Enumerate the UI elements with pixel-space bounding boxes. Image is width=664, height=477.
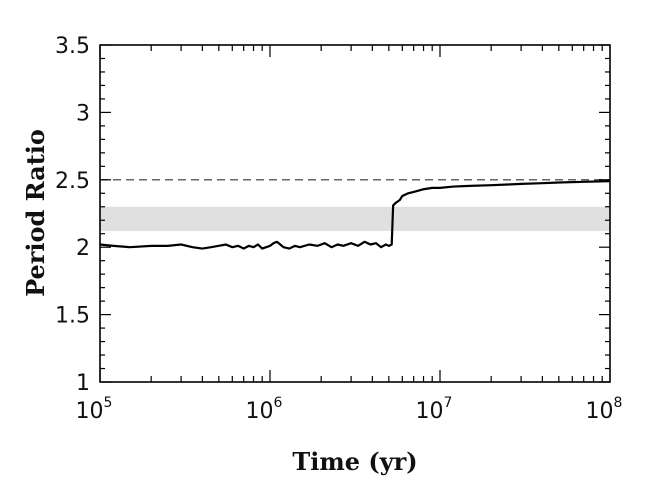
y-axis-title: Period Ratio [21,129,50,297]
shaded-band [100,206,610,232]
plot-frame [99,44,611,383]
y-tick-label: 3 [76,101,90,126]
y-tick-label: 3.5 [55,34,90,59]
x-tick-label: 106 [246,395,283,424]
y-tick-label: 2 [76,236,90,261]
y-tick-label: 2.5 [55,169,90,194]
y-tick-label: 1 [76,371,90,396]
series-line-0 [99,180,611,250]
x-axis-title: Time (yr) [292,447,417,476]
plot-area [99,179,611,250]
axes: 1 1.5 2 2.5 3 3.5 105 106 107 108 [55,34,622,424]
x-tick-label: 107 [416,395,453,424]
x-tick-label: 105 [76,395,113,424]
y-tick-label: 1.5 [55,304,90,329]
x-tick-label: 108 [586,395,623,424]
